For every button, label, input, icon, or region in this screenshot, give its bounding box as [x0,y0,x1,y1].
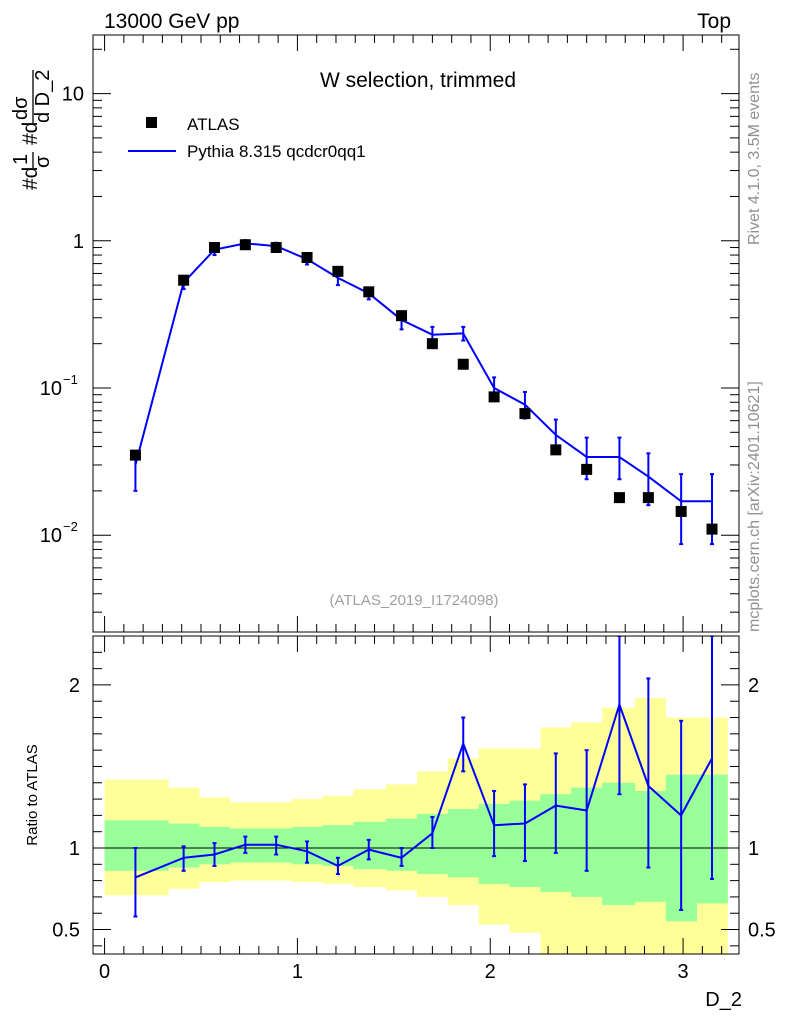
main-title: W selection, trimmed [320,69,516,92]
uncertainty-band-green [602,782,636,906]
x-tick-label: 2 [485,961,496,983]
legend-marker-atlas [146,117,157,128]
main-frame [92,34,740,633]
ratio-panel: 0.5 0.5 1 1 2 2 0 1 2 3 Ratio to ATLAS D_2 [24,635,776,1011]
uncertainty-band-green [634,790,667,902]
atlas-point [129,449,141,461]
ratio-y-tick-label-right: 0.5 [748,920,776,942]
ratio-y-axis-label: Ratio to ATLAS [24,744,41,845]
atlas-point [581,463,593,475]
atlas-point [426,338,438,350]
atlas-point [457,358,469,370]
main-y-axis-label: #d 1 σ #d dσ d D_2 [10,70,54,190]
ratio-frame [92,635,740,955]
atlas-point [270,242,282,254]
rivet-version-label: Rivet 4.1.0, 3.5M events [746,72,763,245]
mcplots-label: mcplots.cern.ch [arXiv:2401.10621] [746,381,763,632]
main-y-tick-label-exponent: −2 [63,519,78,534]
x-tick-label: 3 [678,961,689,983]
atlas-point [642,492,654,504]
uncertainty-band-green [353,821,387,870]
atlas-point [239,239,251,251]
atlas-point [706,523,718,535]
process-label: Top [697,10,731,33]
atlas-point [396,310,408,322]
main-y-tick-label-exponent: −1 [63,372,78,387]
ylabel-den1: σ [32,155,54,168]
analysis-label: (ATLAS_2019_I1724098) [329,592,498,609]
ylabel-d1: #d [19,167,42,190]
x-tick-label: 0 [99,961,110,983]
legend: ATLAS Pythia 8.315 qcdcr0qq1 [128,115,366,161]
uncertainty-band-green [104,820,169,871]
main-y-tick-label: 10 [40,378,62,400]
energy-label: 13000 GeV pp [104,10,239,33]
ratio-y-tick-label-right: 2 [748,675,759,697]
x-axis-label: D_2 [705,989,742,1011]
uncertainty-band-green [447,808,480,878]
atlas-point [178,274,190,286]
atlas-point [301,251,313,263]
main-y-tick-label: 10 [62,84,84,106]
atlas-point [519,408,531,420]
ylabel-d2: #d [19,122,42,145]
ratio-y-tick-label-left: 0.5 [52,920,80,942]
atlas-point [208,242,220,254]
ylabel-num1: 1 [10,154,32,165]
atlas-point [675,505,687,517]
ylabel-den2: d D_2 [32,70,54,123]
atlas-point [550,444,562,456]
atlas-point [332,265,344,277]
atlas-point [488,391,500,403]
ratio-y-tick-label-left: 1 [69,838,80,860]
legend-label-pythia: Pythia 8.315 qcdcr0qq1 [187,142,366,161]
atlas-point [613,492,625,504]
ratio-y-tick-label-right: 1 [748,838,759,860]
ratio-y-tick-label-left: 2 [69,675,80,697]
main-y-tick-label: 10 [40,525,62,547]
legend-label-atlas: ATLAS [187,115,240,134]
pythia-line [134,242,712,503]
x-tick-label: 1 [292,961,303,983]
atlas-point [363,286,375,298]
main-y-tick-label: 1 [73,231,84,253]
ylabel-num2: dσ [10,96,32,120]
